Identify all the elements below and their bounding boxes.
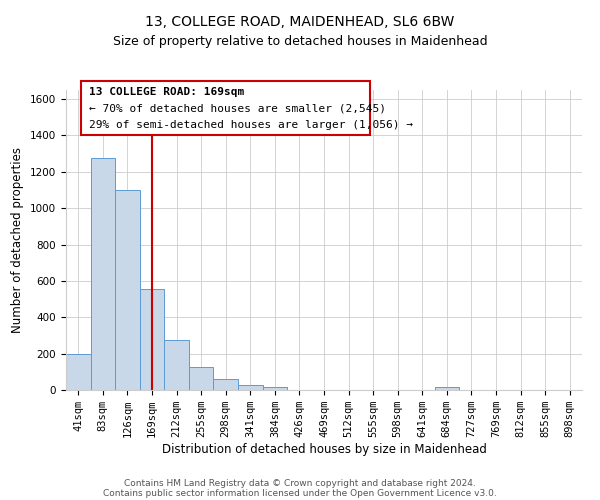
Text: Size of property relative to detached houses in Maidenhead: Size of property relative to detached ho… xyxy=(113,35,487,48)
Text: 29% of semi-detached houses are larger (1,056) →: 29% of semi-detached houses are larger (… xyxy=(89,120,413,130)
Bar xyxy=(66,354,91,390)
X-axis label: Distribution of detached houses by size in Maidenhead: Distribution of detached houses by size … xyxy=(161,443,487,456)
Bar xyxy=(140,289,164,390)
Bar xyxy=(214,378,238,390)
Text: Contains public sector information licensed under the Open Government Licence v3: Contains public sector information licen… xyxy=(103,488,497,498)
Bar xyxy=(164,340,189,390)
Text: 13 COLLEGE ROAD: 169sqm: 13 COLLEGE ROAD: 169sqm xyxy=(89,87,244,97)
Bar xyxy=(263,388,287,390)
Text: ← 70% of detached houses are smaller (2,545): ← 70% of detached houses are smaller (2,… xyxy=(89,104,386,114)
Bar xyxy=(238,384,263,390)
Text: 13, COLLEGE ROAD, MAIDENHEAD, SL6 6BW: 13, COLLEGE ROAD, MAIDENHEAD, SL6 6BW xyxy=(145,15,455,29)
Bar xyxy=(434,388,459,390)
Bar xyxy=(189,368,214,390)
Bar xyxy=(91,158,115,390)
Bar xyxy=(115,190,140,390)
FancyBboxPatch shape xyxy=(82,81,370,135)
Y-axis label: Number of detached properties: Number of detached properties xyxy=(11,147,25,333)
Text: Contains HM Land Registry data © Crown copyright and database right 2024.: Contains HM Land Registry data © Crown c… xyxy=(124,478,476,488)
